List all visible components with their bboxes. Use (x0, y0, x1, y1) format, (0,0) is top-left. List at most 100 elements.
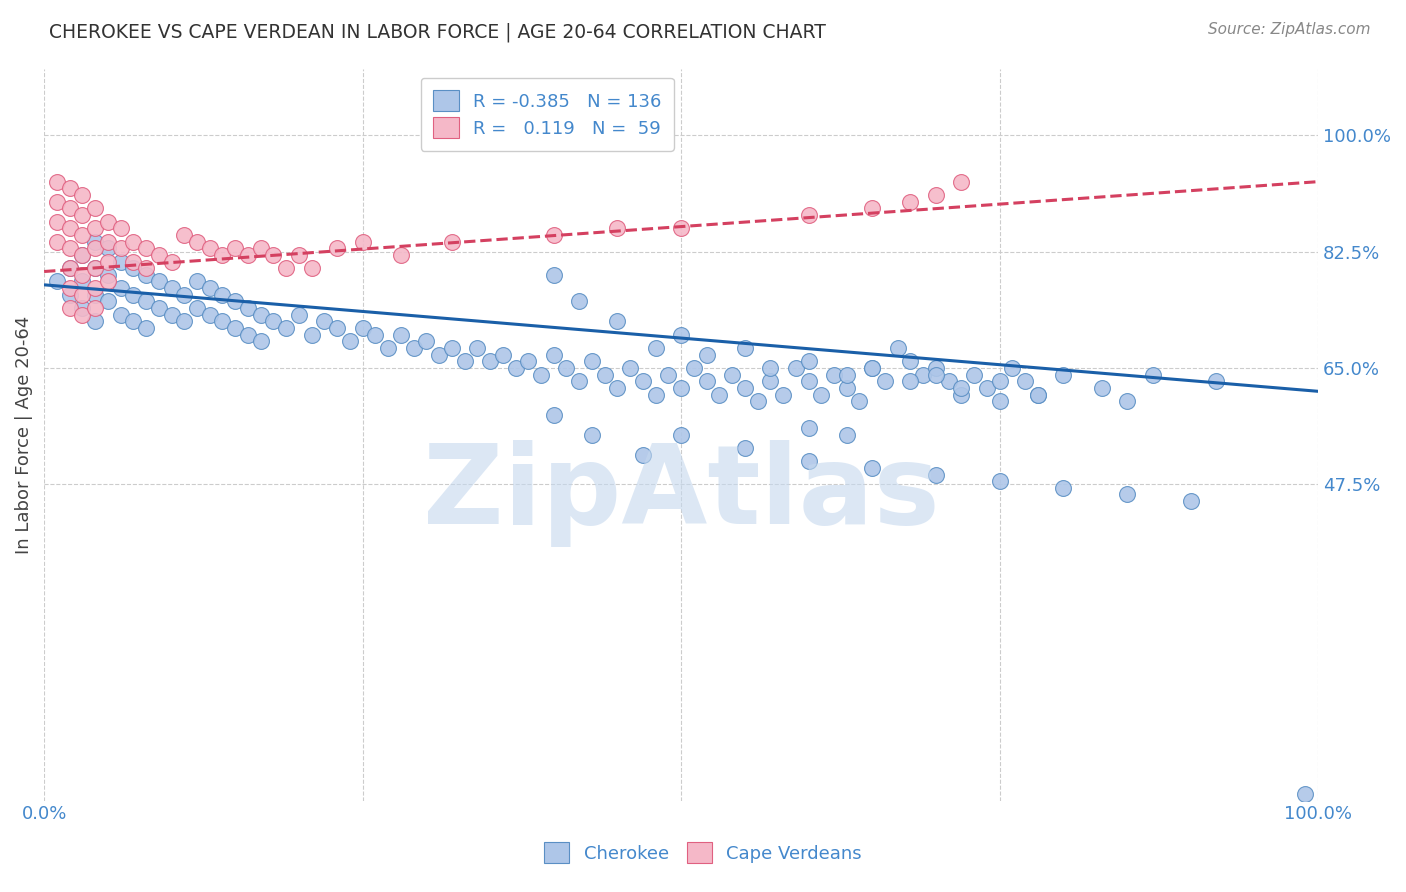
Point (925, 368, 948, 382)
Point (631, 448, 654, 462)
Point (683, 361, 706, 376)
Point (135, 268, 157, 282)
Point (339, 334, 361, 349)
Legend: Cherokee, Cape Verdeans: Cherokee, Cape Verdeans (533, 831, 873, 874)
Point (797, 208, 820, 222)
Point (84, 281, 107, 295)
Point (1116, 394, 1139, 409)
Point (427, 348, 450, 362)
Point (236, 327, 259, 342)
Point (860, 202, 883, 216)
Point (58, 301, 80, 315)
Text: ZipAtlas: ZipAtlas (423, 440, 939, 547)
Point (797, 354, 820, 368)
Point (492, 348, 515, 362)
Point (555, 361, 578, 376)
Point (581, 354, 603, 368)
Point (860, 361, 883, 376)
Point (249, 241, 271, 255)
Point (669, 381, 692, 395)
Point (122, 287, 145, 301)
Point (110, 308, 132, 322)
Point (84, 235, 107, 249)
Point (912, 368, 935, 382)
Point (97, 254, 120, 268)
Legend: R = -0.385   N = 136, R =   0.119   N =  59: R = -0.385 N = 136, R = 0.119 N = 59 (420, 78, 673, 151)
Point (122, 254, 145, 268)
Point (593, 368, 616, 382)
Point (797, 454, 820, 468)
Point (543, 348, 565, 362)
Point (276, 261, 298, 276)
Point (734, 381, 756, 395)
Point (72, 268, 94, 282)
Point (72, 301, 94, 315)
Point (1142, 368, 1164, 382)
Point (314, 314, 336, 328)
Point (925, 361, 948, 376)
Point (950, 381, 973, 395)
Point (352, 321, 374, 335)
Point (198, 241, 221, 255)
Point (72, 188, 94, 202)
Point (657, 368, 679, 382)
Point (110, 221, 132, 235)
Point (465, 341, 488, 355)
Point (1052, 368, 1074, 382)
Point (669, 427, 692, 442)
Point (84, 314, 107, 328)
Point (58, 241, 80, 255)
Point (530, 368, 553, 382)
Point (900, 374, 922, 388)
Point (211, 287, 233, 301)
Point (721, 368, 744, 382)
Point (97, 268, 120, 282)
Point (606, 314, 628, 328)
Point (860, 460, 883, 475)
Point (440, 235, 463, 249)
Point (581, 427, 603, 442)
Point (45, 214, 67, 228)
Point (389, 327, 412, 342)
Point (224, 321, 246, 335)
Point (45, 235, 67, 249)
Point (543, 408, 565, 422)
Point (135, 261, 157, 276)
Point (97, 241, 120, 255)
Text: CHEROKEE VS CAPE VERDEAN IN LABOR FORCE | AGE 20-64 CORRELATION CHART: CHEROKEE VS CAPE VERDEAN IN LABOR FORCE … (49, 22, 827, 42)
Point (900, 194, 922, 209)
Point (963, 368, 986, 382)
Point (886, 341, 908, 355)
Point (122, 235, 145, 249)
Point (988, 394, 1011, 409)
Point (1052, 481, 1074, 495)
Point (1205, 374, 1227, 388)
Point (1294, 787, 1316, 801)
Point (440, 341, 463, 355)
Point (72, 248, 94, 262)
Point (734, 341, 756, 355)
Point (160, 308, 183, 322)
Point (97, 294, 120, 309)
Point (696, 348, 718, 362)
Point (938, 374, 960, 388)
Point (122, 314, 145, 328)
Point (148, 275, 170, 289)
Point (58, 261, 80, 276)
Point (148, 301, 170, 315)
Point (173, 227, 195, 242)
Point (326, 241, 349, 255)
Point (84, 301, 107, 315)
Point (988, 374, 1011, 388)
Point (249, 334, 271, 349)
Point (860, 361, 883, 376)
Point (568, 374, 591, 388)
Point (72, 227, 94, 242)
Point (262, 248, 284, 262)
Point (976, 381, 998, 395)
Point (84, 202, 107, 216)
Point (797, 421, 820, 435)
Point (631, 374, 654, 388)
Point (759, 374, 782, 388)
Point (262, 314, 284, 328)
